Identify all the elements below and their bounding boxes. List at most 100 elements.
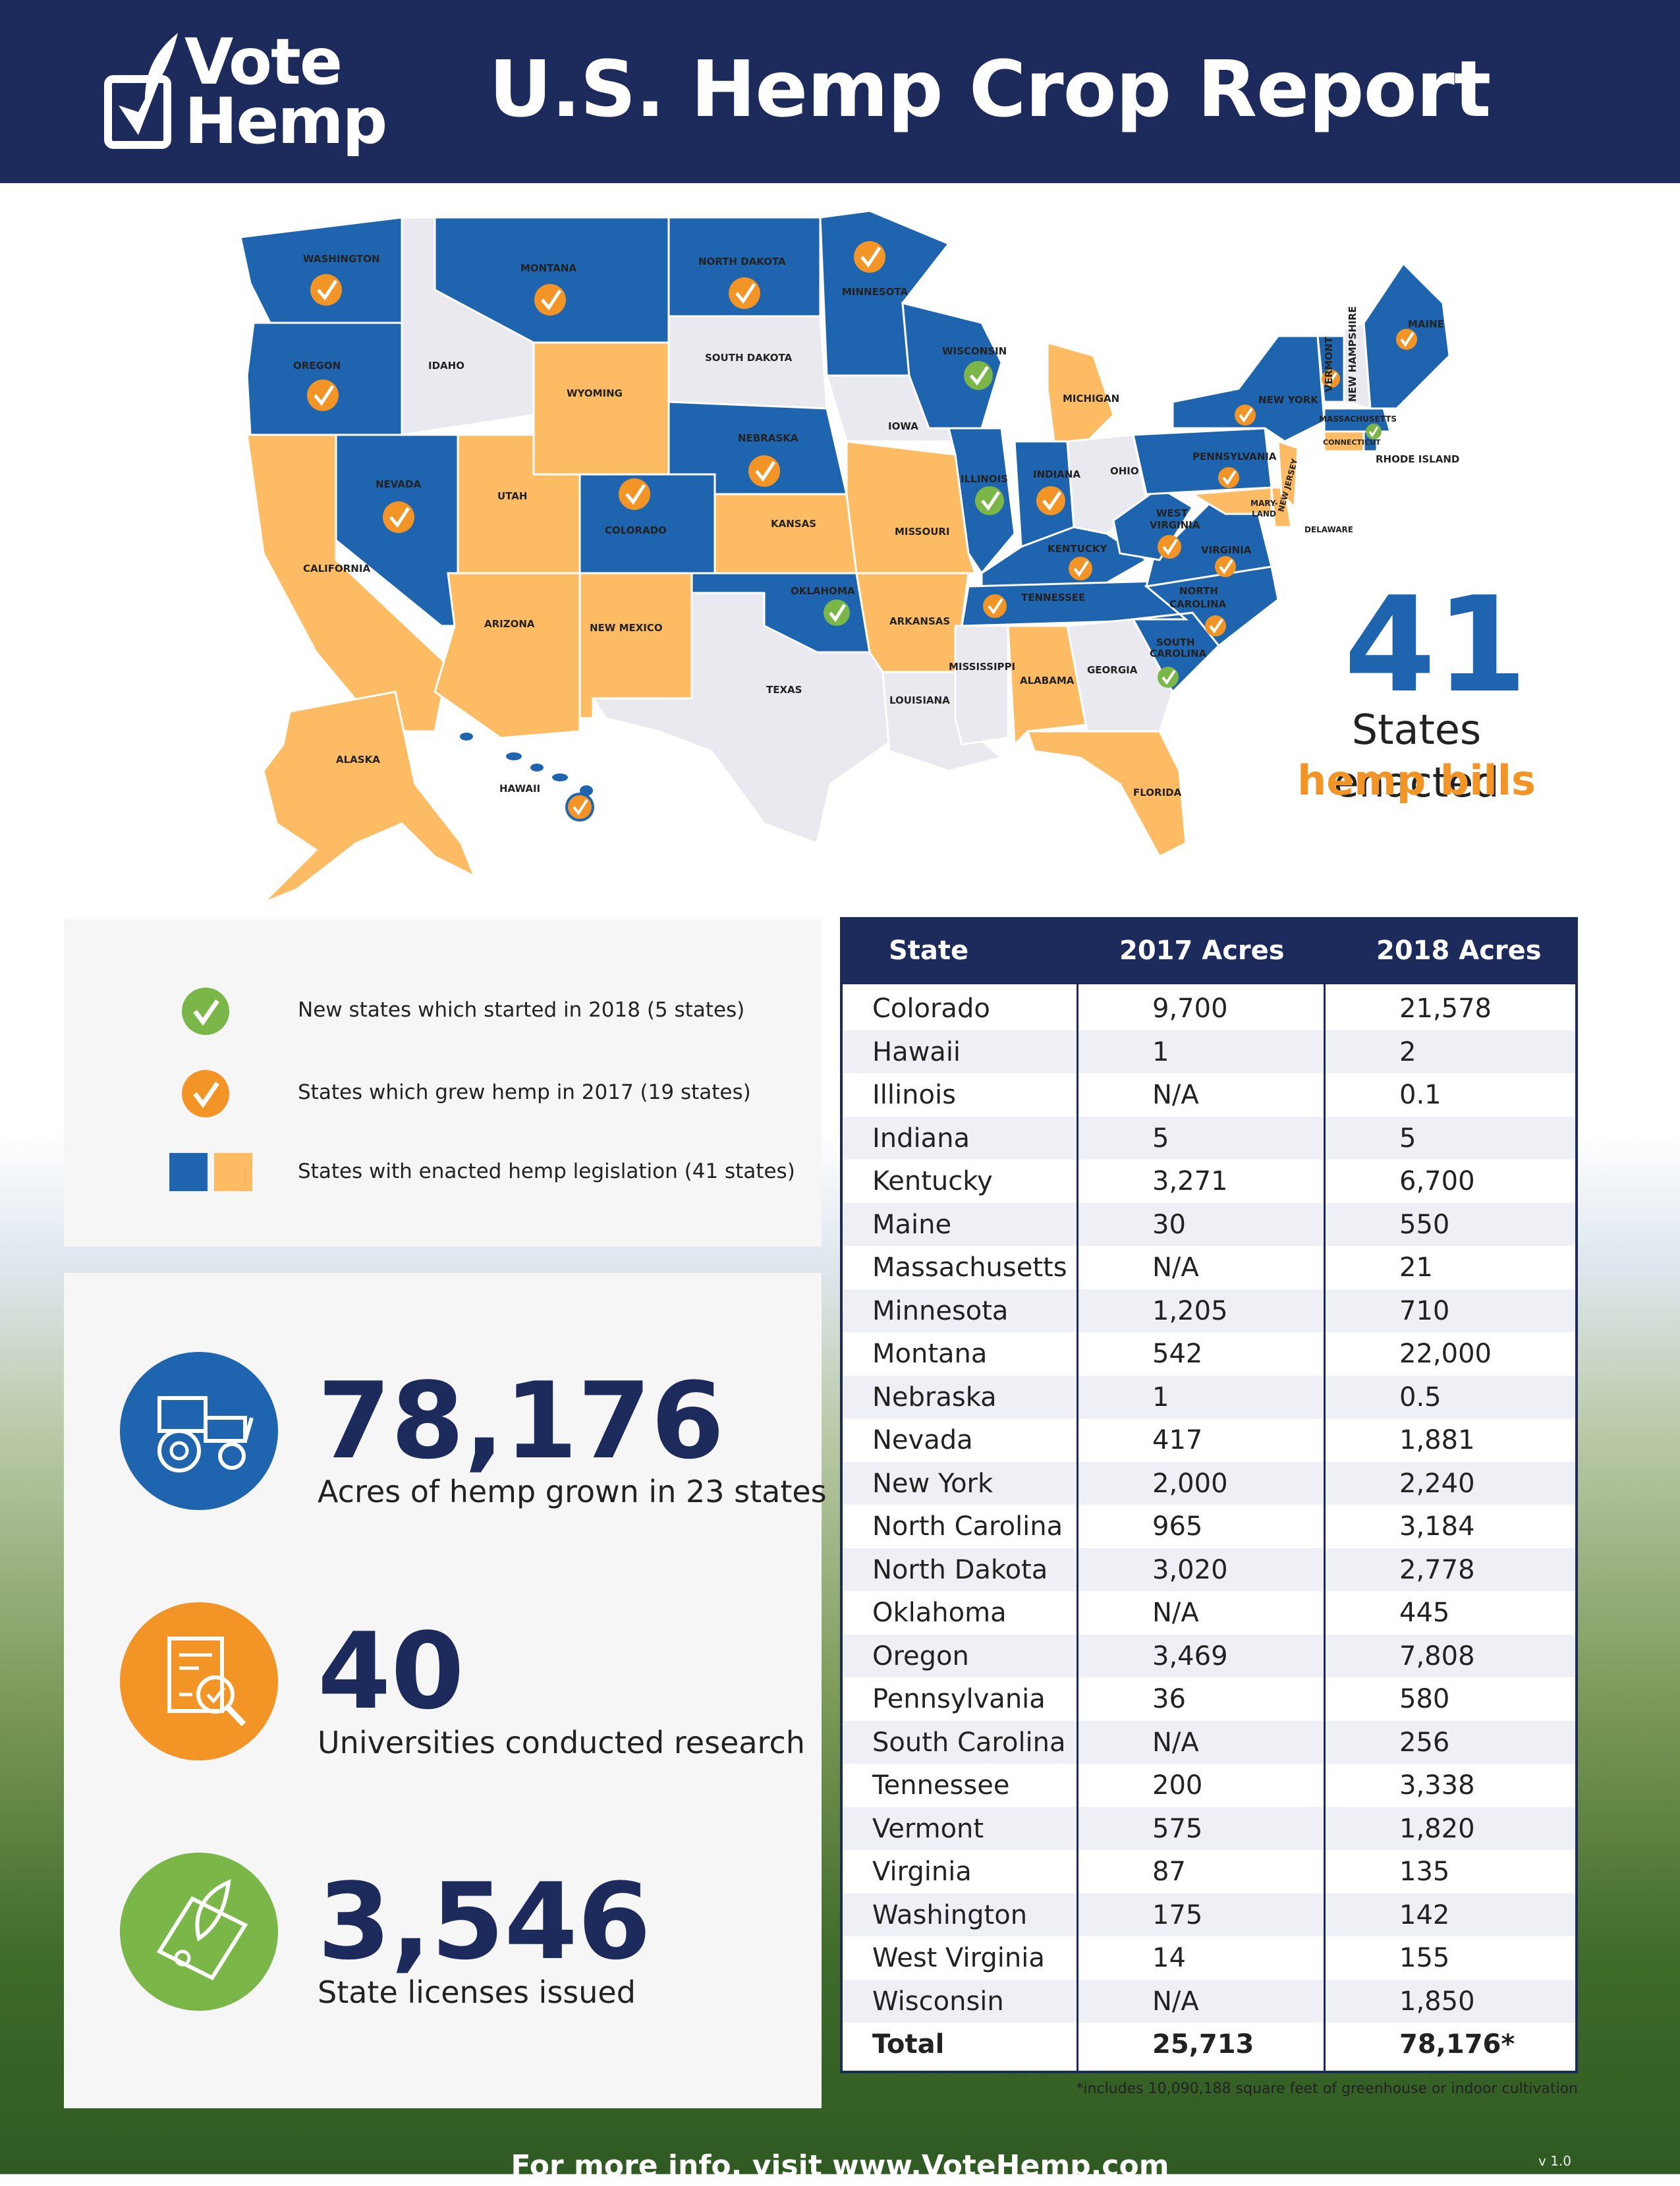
blue-swatch bbox=[169, 1153, 208, 1191]
table-row: North Dakota 3,020 2,778 bbox=[843, 1548, 1575, 1591]
orange-check-icon bbox=[1218, 467, 1239, 488]
label-south-dakota: SOUTH DAKOTA bbox=[705, 352, 793, 364]
label-mississippi: MISSISSIPPI bbox=[949, 661, 1015, 673]
label-connecticut: CONNECTICUT bbox=[1323, 438, 1381, 447]
cell-state: Oklahoma bbox=[872, 1598, 1007, 1628]
legend-label-enacted: States with enacted hemp legislation (41… bbox=[298, 1160, 795, 1183]
label-alabama: ALABAMA bbox=[1020, 675, 1075, 687]
orange-check-icon bbox=[307, 379, 339, 411]
cell-2018-acres: 135 bbox=[1399, 1857, 1450, 1887]
cell-state: Virginia bbox=[872, 1857, 972, 1887]
table-row: Indiana 5 5 bbox=[843, 1116, 1575, 1160]
cell-2018-acres: 6,700 bbox=[1399, 1166, 1475, 1196]
cell-2018-acres: 580 bbox=[1399, 1684, 1450, 1714]
cell-state: Kentucky bbox=[872, 1166, 993, 1196]
stats-panel: 78,176 Acres of hemp grown in 23 states … bbox=[64, 1273, 827, 2108]
label-maryland-2: LAND bbox=[1252, 509, 1276, 518]
cell-state: Nebraska bbox=[872, 1382, 997, 1413]
table-row: Nebraska 1 0.5 bbox=[843, 1375, 1575, 1418]
cell-2018-acres: 2 bbox=[1399, 1036, 1416, 1067]
cell-state: Maine bbox=[872, 1209, 952, 1240]
cell-state: Hawaii bbox=[872, 1036, 961, 1067]
label-vermont: VERMONT bbox=[1323, 336, 1335, 392]
cell-state: Vermont bbox=[872, 1813, 984, 1844]
table-row: Illinois N/A 0.1 bbox=[843, 1073, 1575, 1117]
table-total-row: Total 25,713 78,176* bbox=[843, 2023, 1575, 2066]
universities-value: 40 bbox=[318, 1610, 464, 1733]
table-row: Tennessee 200 3,338 bbox=[843, 1764, 1575, 1807]
legend-label-grew-2017: States which grew hemp in 2017 (19 state… bbox=[298, 1080, 751, 1104]
orange-check-icon bbox=[1205, 615, 1226, 636]
label-iowa: IOWA bbox=[888, 420, 918, 432]
cell-state: Pennsylvania bbox=[872, 1684, 1046, 1714]
cell-state: Colorado bbox=[872, 994, 990, 1024]
label-arkansas: ARKANSAS bbox=[889, 615, 950, 627]
acres-grown-label: Acres of hemp grown in 23 states bbox=[318, 1474, 827, 1509]
label-utah: UTAH bbox=[497, 490, 527, 502]
column-divider bbox=[1324, 984, 1326, 2073]
table-row: Massachusetts N/A 21 bbox=[843, 1246, 1575, 1289]
legend: New states which started in 2018 (5 stat… bbox=[64, 919, 822, 1247]
label-illinois: ILLINOIS bbox=[961, 473, 1008, 485]
table-row: Vermont 575 1,820 bbox=[843, 1807, 1575, 1850]
table-row: New York 2,000 2,240 bbox=[843, 1461, 1575, 1505]
label-new-hampshire: NEW HAMPSHIRE bbox=[1347, 306, 1358, 402]
label-kansas: KANSAS bbox=[771, 518, 816, 530]
cell-state: Nevada bbox=[872, 1425, 973, 1455]
label-texas: TEXAS bbox=[766, 684, 802, 696]
orange-check-icon bbox=[1396, 329, 1417, 350]
table-row: Washington 175 142 bbox=[843, 1893, 1575, 1936]
logo-text-vote: Vote bbox=[184, 25, 343, 99]
label-south-carolina-2: CAROLINA bbox=[1150, 648, 1207, 659]
orange-check-icon bbox=[619, 478, 650, 510]
label-missouri: MISSOURI bbox=[895, 526, 950, 538]
label-nebraska: NEBRASKA bbox=[738, 432, 798, 444]
orange-check-icon bbox=[854, 241, 885, 273]
cell-2017-acres: 3,020 bbox=[1152, 1554, 1228, 1585]
cell-2017-acres: 965 bbox=[1152, 1511, 1203, 1542]
state-wyoming bbox=[532, 341, 670, 476]
table-row: Pennsylvania 36 580 bbox=[843, 1677, 1575, 1721]
label-delaware: DELAWARE bbox=[1304, 525, 1353, 534]
green-check-icon bbox=[824, 600, 850, 626]
cell-2018-acres: 22,000 bbox=[1399, 1339, 1492, 1369]
cell-2017-acres: 14 bbox=[1152, 1943, 1186, 1973]
cell-2018-acres: 0.1 bbox=[1399, 1080, 1442, 1110]
green-check-icon bbox=[1158, 667, 1179, 688]
orange-check-icon bbox=[1036, 486, 1065, 515]
research-document-icon bbox=[120, 1602, 278, 1760]
label-maryland-1: MARY- bbox=[1250, 499, 1278, 508]
cell-2018-acres: 3,338 bbox=[1399, 1770, 1475, 1801]
label-nevada: NEVADA bbox=[376, 478, 421, 490]
cell-2018-acres: 21 bbox=[1399, 1252, 1433, 1283]
label-louisiana: LOUISIANA bbox=[889, 694, 950, 706]
cell-2017-acres: 1 bbox=[1152, 1036, 1169, 1067]
licenses-value: 3,546 bbox=[318, 1860, 652, 1983]
state-alaska bbox=[262, 690, 476, 904]
state-georgia bbox=[1066, 618, 1174, 733]
footer-info: For more info, visit www.VoteHemp.com bbox=[511, 2149, 1169, 2183]
vote-hemp-logo: Vote Hemp bbox=[99, 26, 389, 158]
states-enacted-label-1: States enacted bbox=[1333, 706, 1499, 806]
cell-state: North Dakota bbox=[872, 1554, 1048, 1585]
header-state: State bbox=[889, 936, 969, 966]
cell-2018-acres: 2,240 bbox=[1399, 1468, 1475, 1499]
cell-state: South Carolina bbox=[872, 1727, 1066, 1758]
cell-2017-acres: N/A bbox=[1152, 1727, 1199, 1758]
label-georgia: GEORGIA bbox=[1087, 664, 1138, 676]
cell-2018-acres: 256 bbox=[1399, 1727, 1450, 1758]
cell-2017-acres: N/A bbox=[1152, 1986, 1199, 2017]
label-tennessee: TENNESSEE bbox=[1021, 592, 1085, 603]
orange-swatch bbox=[214, 1153, 252, 1191]
cell-2017-acres: 1,205 bbox=[1152, 1295, 1228, 1326]
cell-2018-acres: 445 bbox=[1399, 1598, 1450, 1628]
label-ohio: OHIO bbox=[1110, 465, 1139, 477]
cell-state: North Carolina bbox=[872, 1511, 1063, 1542]
label-north-dakota: NORTH DAKOTA bbox=[698, 256, 786, 267]
table-row: Oregon 3,469 7,808 bbox=[843, 1634, 1575, 1677]
cell-state: West Virginia bbox=[872, 1943, 1045, 1973]
label-oklahoma: OKLAHOMA bbox=[791, 585, 855, 597]
cell-2017-acres: N/A bbox=[1152, 1252, 1199, 1283]
version-label: v 1.0 bbox=[1538, 2153, 1571, 2169]
cell-2018-acres: 710 bbox=[1399, 1295, 1450, 1326]
